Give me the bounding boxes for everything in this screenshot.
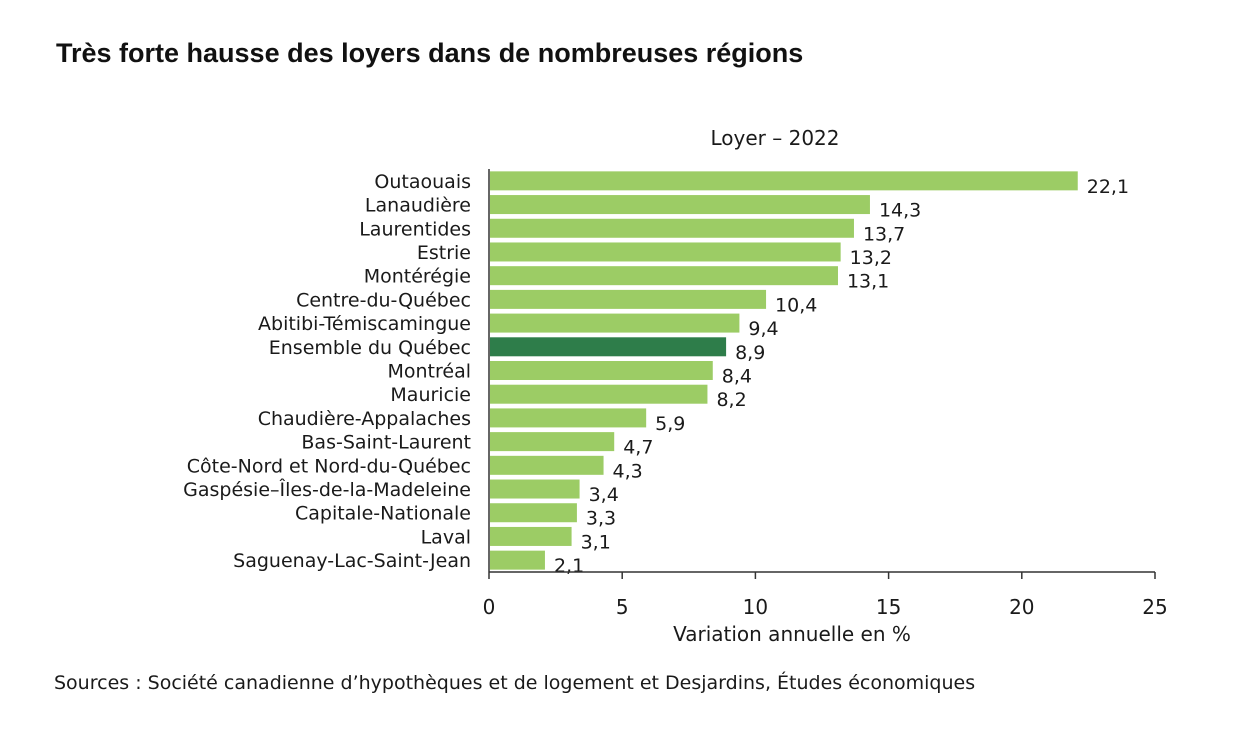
- bar: [490, 384, 708, 404]
- category-label: Capitale-Nationale: [295, 503, 471, 525]
- value-label: 3,3: [586, 508, 616, 530]
- value-label: 3,4: [589, 484, 619, 506]
- value-label: 13,7: [863, 223, 905, 245]
- x-tick-label: 20: [1009, 595, 1034, 619]
- bar: [490, 526, 572, 546]
- category-label: Ensemble du Québec: [269, 337, 471, 359]
- x-tick-label: 0: [483, 595, 496, 619]
- bar: [490, 337, 727, 357]
- value-label: 13,1: [847, 271, 889, 293]
- category-label: Gaspésie–Îles-de-la-Madeleine: [183, 478, 471, 501]
- x-tick-label: 5: [616, 595, 629, 619]
- category-label: Laurentides: [359, 218, 471, 240]
- source-note: Sources : Société canadienne d’hypothèqu…: [54, 672, 976, 694]
- category-label: Estrie: [417, 242, 471, 264]
- bar-chart: Loyer – 2022 OutaouaisLanaudièreLaurenti…: [183, 126, 1168, 646]
- category-label: Chaudière-Appalaches: [258, 408, 471, 430]
- bar: [490, 408, 647, 428]
- x-axis-ticks: 0 5 10 15 20 25: [483, 572, 1168, 619]
- value-label: 5,9: [655, 413, 685, 435]
- bar: [490, 289, 767, 309]
- bar: [490, 550, 545, 570]
- bar: [490, 266, 838, 286]
- category-label: Abitibi-Témiscamingue: [258, 313, 471, 335]
- value-label: 3,1: [581, 531, 611, 553]
- category-label: Outaouais: [374, 171, 471, 193]
- value-label: 22,1: [1087, 176, 1129, 198]
- bar: [490, 479, 580, 499]
- bar: [490, 218, 854, 238]
- category-label: Centre-du-Québec: [296, 289, 471, 311]
- bar: [490, 171, 1078, 191]
- x-tick-label: 10: [743, 595, 768, 619]
- category-label: Montréal: [387, 361, 471, 383]
- value-label: 14,3: [879, 200, 921, 222]
- bar: [490, 242, 841, 262]
- bar: [490, 195, 870, 215]
- category-label: Lanaudière: [365, 195, 471, 217]
- category-label: Montérégie: [364, 266, 471, 288]
- bar: [490, 455, 604, 475]
- category-label: Laval: [421, 526, 471, 548]
- category-label: Saguenay-Lac-Saint-Jean: [233, 550, 471, 572]
- value-label: 10,4: [775, 294, 817, 316]
- value-label: 13,2: [850, 247, 892, 269]
- x-tick-label: 15: [876, 595, 901, 619]
- category-label: Bas-Saint-Laurent: [301, 432, 471, 454]
- x-tick-label: 25: [1142, 595, 1167, 619]
- value-labels: 22,114,313,713,213,110,49,48,98,48,25,94…: [554, 176, 1129, 577]
- value-label: 2,1: [554, 555, 584, 577]
- value-label: 8,4: [722, 366, 752, 388]
- value-label: 4,7: [623, 437, 653, 459]
- bar: [490, 503, 577, 523]
- category-label: Mauricie: [390, 384, 471, 406]
- page-title: Très forte hausse des loyers dans de nom…: [56, 38, 804, 68]
- value-label: 8,9: [735, 342, 765, 364]
- category-labels: OutaouaisLanaudièreLaurentidesEstrieMont…: [183, 171, 471, 572]
- bar: [490, 361, 713, 380]
- bars-group: [490, 171, 1078, 570]
- value-label: 9,4: [748, 318, 778, 340]
- chart-subtitle: Loyer – 2022: [710, 126, 839, 150]
- value-label: 4,3: [613, 460, 643, 482]
- bar: [490, 432, 615, 452]
- bar: [490, 313, 740, 333]
- x-axis-title: Variation annuelle en %: [673, 622, 911, 646]
- category-label: Côte-Nord et Nord-du-Québec: [187, 455, 471, 477]
- value-label: 8,2: [716, 389, 746, 411]
